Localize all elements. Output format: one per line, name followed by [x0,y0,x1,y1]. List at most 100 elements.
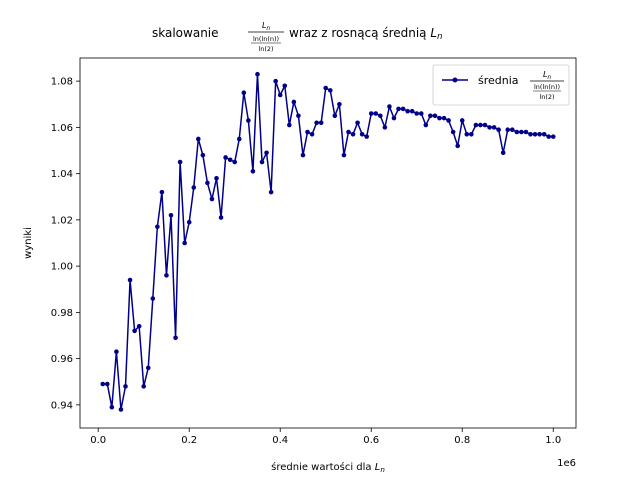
data-point [300,152,306,158]
data-point [136,323,142,329]
data-point [364,134,369,139]
data-point [218,215,224,220]
data-point [196,136,201,142]
x-tick-label: 0.2 [181,435,197,446]
data-point [514,129,520,135]
data-point [214,175,219,181]
data-point [314,120,319,126]
data-point [478,122,483,128]
data-point [182,240,187,246]
data-point [382,125,388,130]
data-point [423,122,429,128]
data-point [127,277,133,283]
data-point [318,120,324,126]
title-suffix: wraz z rosnącą średnią Ln [289,26,443,42]
data-point [209,196,215,202]
data-point [528,132,533,137]
data-point [168,212,174,218]
data-point [464,132,470,137]
plot-area [79,57,577,429]
data-point [268,189,274,195]
data-point [359,132,365,137]
data-point [173,335,178,341]
x-tick-label: 0.8 [454,435,470,446]
data-point [246,118,251,123]
data-point [109,404,115,410]
data-point [409,108,415,114]
data-point [546,134,551,139]
chart-title: skalowanie Ln ln(ln(n)) ln(2) wraz z ros… [152,21,443,53]
data-point [277,92,283,98]
data-point [282,83,288,89]
data-point [273,78,278,84]
y-tick-label: 1.04 [51,169,73,180]
data-point [291,99,297,105]
data-point [378,113,383,119]
data-point [519,129,524,135]
data-point [323,85,329,91]
data-point [309,132,315,137]
data-point [186,219,192,225]
data-point [232,159,238,165]
data-point [155,224,160,230]
data-point [105,381,110,387]
data-point [455,143,460,149]
data-point [432,113,438,119]
data-point [405,108,410,114]
data-point [550,134,556,139]
title-fraction-numerator: Ln [262,21,270,32]
data-point [350,132,356,137]
data-point [441,115,447,121]
data-point [159,189,165,195]
y-tick-label: 0.94 [51,400,73,411]
data-point [191,185,197,190]
data-point [537,132,542,137]
data-point [523,129,529,135]
data-point [387,104,392,109]
data-point [496,127,501,132]
data-point [418,111,424,116]
data-point [450,129,456,135]
data-point [469,132,474,137]
title-prefix: skalowanie [152,26,219,40]
data-point [368,111,374,116]
data-point [259,159,265,165]
y-axis-label: wyniki [23,227,34,259]
data-point [177,159,183,165]
data-point [255,71,260,77]
data-point [287,122,292,128]
data-point [532,132,538,137]
data-point [341,152,347,158]
data-point [346,129,351,135]
data-point [500,150,506,156]
data-point [355,120,360,126]
data-point [509,127,515,132]
y-axis: 0.94 0.96 0.98 1.00 1.02 1.04 1.06 1.08 [51,77,80,411]
title-fraction-denominator-top: ln(ln(n)) [253,35,279,43]
y-tick-label: 1.08 [51,77,73,88]
y-tick-label: 0.96 [51,354,73,365]
data-point [327,88,333,93]
data-point [227,157,233,163]
legend-fraction-denominator-bottom: ln(2) [539,93,554,101]
y-tick-label: 1.02 [51,215,73,226]
data-point [223,155,228,160]
x-tick-label: 1.0 [545,435,561,446]
y-tick-label: 1.06 [51,123,73,134]
y-tick-label: 0.98 [51,308,73,319]
data-point [205,180,210,186]
data-point [437,115,442,121]
data-point [459,118,465,123]
x-axis-offset-label: 1e6 [557,458,576,469]
data-point [396,106,401,112]
data-point [145,365,151,371]
data-point [482,122,488,128]
data-point [150,296,156,301]
data-point [428,113,433,119]
data-point [118,407,124,412]
x-tick-label: 0.4 [272,435,288,446]
data-point [164,273,169,278]
legend-box [432,64,570,106]
data-point [391,115,397,121]
